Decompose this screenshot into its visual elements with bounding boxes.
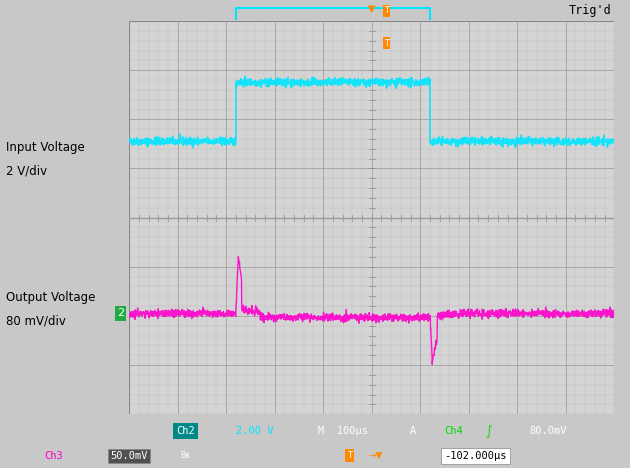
Text: T: T [384, 6, 389, 15]
Text: T: T [384, 39, 389, 48]
Text: ∫: ∫ [485, 424, 491, 438]
Text: Input Voltage: Input Voltage [6, 141, 85, 154]
Text: Bв: Bв [181, 451, 191, 460]
Text: →▼: →▼ [369, 451, 383, 460]
Text: 2: 2 [117, 308, 124, 318]
Text: Trig'd: Trig'd [569, 4, 612, 17]
Text: -102.000μs: -102.000μs [444, 451, 507, 461]
Text: Ch2: Ch2 [176, 426, 195, 436]
Text: Ch3: Ch3 [44, 451, 63, 461]
Text: 80 mV/div: 80 mV/div [6, 314, 66, 327]
Text: 50.0mV: 50.0mV [110, 451, 148, 461]
Text: Output Voltage: Output Voltage [6, 291, 96, 304]
Text: Ch4: Ch4 [444, 426, 463, 436]
Text: ▼: ▼ [368, 3, 375, 13]
Text: 80.0mV: 80.0mV [529, 426, 567, 436]
Text: A: A [410, 426, 416, 436]
Text: 2.00 V: 2.00 V [236, 426, 274, 436]
Text: T: T [347, 451, 352, 460]
Text: M  100μs: M 100μs [318, 426, 369, 436]
Text: 2 V/div: 2 V/div [6, 164, 47, 177]
